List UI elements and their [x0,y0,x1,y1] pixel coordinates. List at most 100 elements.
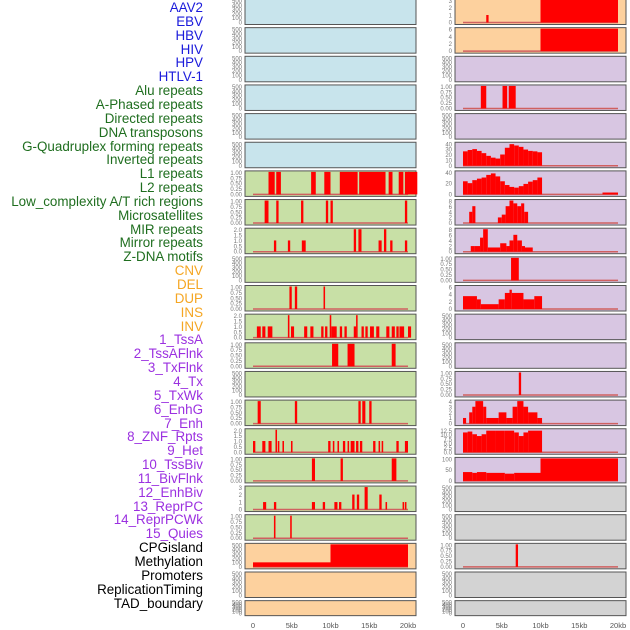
bar [495,158,501,166]
bar [532,151,538,166]
y-tick-label: 30 [445,148,452,154]
bar [502,85,508,109]
bar [486,417,499,424]
bar [321,326,324,338]
y-tick-label: 1.00 [230,171,242,177]
bar [463,472,473,481]
track-panel: 2.01.51.00.50.0 [234,227,417,256]
bar [342,441,346,453]
y-tick-label: 2 [449,411,453,417]
bar [521,203,525,224]
track-panel: 100 50 0 [442,456,627,485]
y-tick-label: 100 [442,532,453,538]
bar [262,326,266,338]
y-tick-label: 200 [232,384,243,390]
bar [472,434,477,453]
panel-background [454,600,627,617]
y-tick-label: 3 [449,0,453,5]
bar [257,401,261,424]
y-tick-label: 0.00 [230,307,242,313]
panel-background [244,227,417,255]
track-label: Directed repeats [104,110,203,126]
bar [301,200,304,224]
track-label: HBV [175,27,203,43]
bar [404,441,408,453]
y-tick-label: 200 [232,69,243,75]
y-tick-label: 0 [239,106,243,112]
bar [378,441,381,453]
y-tick-label: 0.50 [440,382,452,388]
y-tick-label: 1.00 [440,371,452,377]
bar [469,412,473,424]
y-tick-label: 0.75 [230,463,242,469]
y-tick-label: 300 [232,380,243,386]
panel-background [244,141,417,169]
bar [264,200,269,224]
x-tick-label: 0 [251,621,255,630]
bar [486,174,491,195]
y-tick-label: 0 [449,135,453,141]
y-tick-label: 300 [232,552,243,558]
track-label: Alu repeats [135,83,203,99]
y-tick-label: 0 [239,78,243,84]
y-tick-label: 300 [442,495,453,501]
bar [376,326,380,338]
y-tick-label: 400 [442,318,453,324]
y-tick-label: 0.50 [230,468,242,474]
bar [521,246,525,252]
y-tick-label: 400 [232,118,243,124]
bar [518,186,524,195]
y-tick-label: 0 [449,422,453,428]
y-tick-label: 0.25 [230,216,242,222]
track-panel: 12.510.07.55.02.50.0 [440,428,627,456]
track-label: Promoters [141,567,203,583]
panel-background [454,571,627,598]
y-tick-label: 100 [442,131,453,137]
bar [373,441,376,453]
bar [404,240,408,252]
y-tick-label: 500 [232,257,243,263]
y-tick-label: 300 [232,605,243,611]
track-label: INS [180,304,203,320]
y-tick-label: 500 [232,114,243,120]
y-tick-label: 2 [449,244,453,250]
bar [463,181,468,195]
y-tick-label: 0.75 [440,549,452,555]
bar [378,240,382,252]
bar [290,326,295,338]
track-panel: 1.000.750.500.250.00 [440,370,627,399]
bar [509,289,512,309]
y-tick-label: 200 [442,69,453,75]
bar [504,430,515,453]
track-label: 6_EnhG [153,401,203,417]
track-label: 7_Enh [164,415,203,431]
y-tick-label: 200 [442,499,453,505]
bar [304,326,308,338]
y-tick-label: 1.5 [234,320,243,326]
y-tick-label: 0 [239,612,243,618]
y-tick-label: 300 [442,122,453,128]
y-tick-label: 0 [239,49,243,55]
bar [523,183,529,195]
y-tick-label: 0 [449,21,453,27]
track-label: 11_BivFlnk [137,470,203,486]
track-label: 3_TxFlnk [147,360,203,376]
y-tick-label: 1.00 [440,543,452,549]
bar [490,157,496,166]
track-label: 2_TssAFlnk [133,346,203,362]
bar [528,150,533,166]
y-tick-label: 0.25 [230,416,242,422]
y-tick-label: 4 [449,400,453,406]
track-label: 15_Quies [145,526,203,542]
y-tick-label: 0 [239,164,243,170]
bar [339,502,342,510]
y-tick-label: 12.5 [440,429,452,435]
